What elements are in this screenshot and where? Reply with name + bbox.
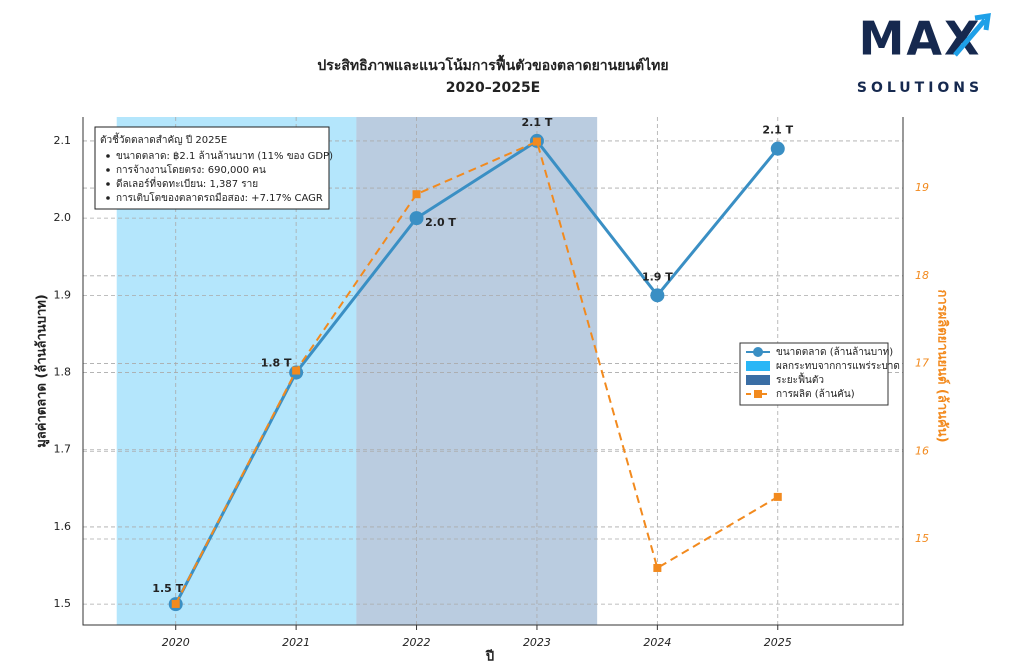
marker [650, 288, 665, 303]
y-tick-label: 2.0 [54, 211, 72, 224]
data-label: 1.5 T [152, 582, 183, 595]
legend: ขนาดตลาด (ล้านล้านบาท) ผลกระทบจากการแพร่ร… [739, 342, 900, 406]
data-label: 2.0 T [425, 216, 456, 229]
series-line [174, 140, 779, 605]
x-tick-label: 2025 [764, 636, 792, 649]
series-line [174, 138, 779, 605]
logo-name: MAX [859, 12, 982, 66]
logo: MAX SOLUTIONS [857, 12, 991, 96]
marker [773, 492, 782, 501]
y2-tick-label: 17 [915, 357, 929, 370]
legend-label: ระยะฟื้นตัว [776, 372, 824, 386]
marker [409, 211, 424, 226]
info-item: ดีลเลอร์ที่จดทะเบียน: 1,387 ราย [116, 176, 258, 190]
bullet [106, 182, 110, 186]
info-item: ขนาดตลาด: ฿2.1 ล้านล้านบาท (11% ของ GDP) [116, 150, 333, 162]
marker [770, 141, 785, 156]
legend-label: การผลิต (ล้านคัน) [776, 388, 855, 400]
data-label: 1.8 T [261, 357, 292, 370]
info-item: การจ้างงานโดยตรง: 690,000 คน [116, 163, 266, 176]
y2-axis-label: การผลิตยานยนต์ (ล้านคัน) [935, 289, 951, 442]
logo-tagline: SOLUTIONS [857, 80, 983, 96]
legend-swatch [746, 361, 770, 371]
info-box: ตัวชี้วัดตลาดสำคัญ ปี 2025E ขนาดตลาด: ฿2.… [94, 126, 333, 210]
data-label: 1.9 T [642, 270, 673, 283]
x-axis-label: ปี [485, 649, 494, 665]
y-axis-label: มูลค่าตลาด (ล้านล้านบาท) [34, 294, 50, 448]
chart-subtitle: 2020–2025E [446, 80, 541, 96]
x-tick-label: 2020 [162, 636, 190, 649]
y2-tick-label: 18 [915, 269, 929, 282]
data-label: 2.1 T [522, 116, 553, 129]
marker [292, 366, 301, 375]
span [356, 117, 598, 625]
y-tick-label: 1.5 [54, 597, 72, 610]
bullet [106, 154, 110, 158]
info-item: การเติบโตของตลาดรถมือสอง: +7.17% CAGR [116, 191, 323, 204]
y-tick-label: 1.9 [54, 288, 72, 301]
legend-swatch [746, 375, 770, 385]
axis-frame [82, 117, 904, 626]
marker [171, 599, 180, 608]
data-label: 2.1 T [762, 124, 793, 137]
y-tick-label: 2.1 [54, 134, 72, 147]
bullet [106, 196, 110, 200]
logo-arrow [953, 13, 991, 57]
x-tick-label: 2021 [282, 636, 310, 649]
y2-tick-label: 16 [915, 444, 929, 457]
bullet [106, 168, 110, 172]
x-tick-label: 2022 [403, 636, 431, 649]
y2-tick-label: 15 [915, 532, 929, 545]
x-tick-label: 2023 [523, 636, 551, 649]
y2-tick-label: 19 [915, 181, 929, 194]
x-tick-label: 2024 [643, 636, 671, 649]
info-box-frame [94, 126, 330, 210]
marker [532, 137, 541, 146]
legend-marker [754, 390, 762, 398]
legend-label: ขนาดตลาด (ล้านล้านบาท) [776, 346, 893, 358]
legend-label: ผลกระทบจากการแพร่ระบาด [776, 361, 900, 372]
legend-marker [753, 347, 763, 357]
info-title: ตัวชี้วัดตลาดสำคัญ ปี 2025E [100, 132, 227, 146]
y-tick-label: 1.7 [54, 443, 72, 456]
chart-title: ประสิทธิภาพและแนวโน้มการฟื้นตัวของตลาดยา… [317, 54, 668, 74]
y-tick-label: 1.6 [54, 520, 72, 533]
marker [412, 190, 421, 199]
marker [653, 563, 662, 572]
y-tick-label: 1.8 [54, 366, 72, 379]
